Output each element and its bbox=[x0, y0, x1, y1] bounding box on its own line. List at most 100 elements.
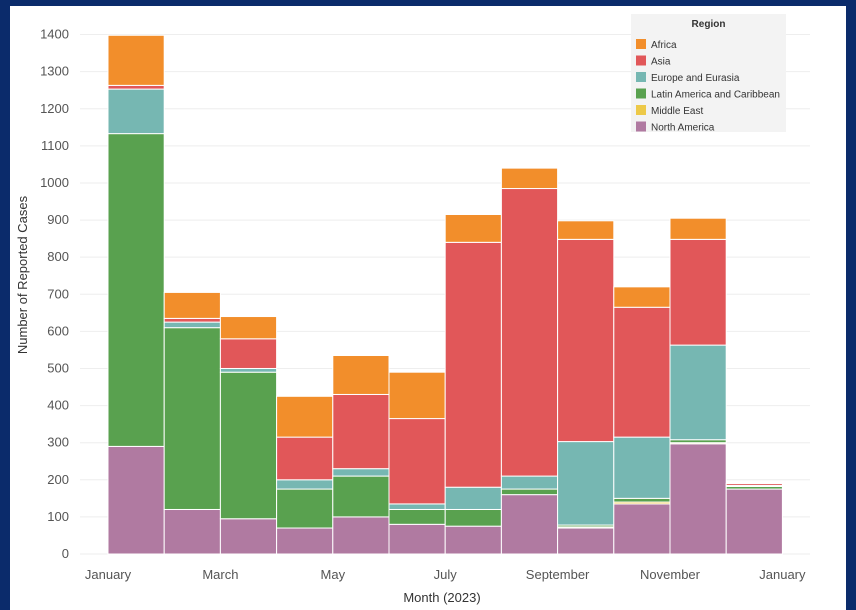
y-tick-label: 500 bbox=[47, 360, 69, 375]
bar-segment bbox=[276, 527, 334, 555]
bar-segment bbox=[276, 479, 334, 490]
legend-swatch bbox=[636, 72, 646, 82]
y-axis-ticks: 0 100 200 300 400 500 600 700 800 900 1000 1100 1200… bbox=[40, 27, 69, 561]
x-axis-title: Month (2023) bbox=[403, 590, 480, 605]
bar-segment bbox=[219, 338, 278, 369]
bar-segment bbox=[613, 286, 671, 308]
x-tick-label: January bbox=[759, 567, 806, 582]
bar-segment bbox=[163, 291, 221, 319]
bar-segment bbox=[500, 188, 559, 477]
bar-segment bbox=[107, 88, 165, 135]
y-tick-label: 900 bbox=[47, 212, 69, 227]
legend-label: Middle East bbox=[651, 106, 703, 117]
bar-segment bbox=[500, 475, 559, 490]
bar-segment bbox=[107, 133, 165, 447]
bar-segment bbox=[276, 488, 334, 529]
y-tick-label: 700 bbox=[47, 286, 69, 301]
bar-segment bbox=[444, 525, 502, 555]
x-tick-label: November bbox=[640, 567, 701, 582]
legend-label: North America bbox=[651, 123, 715, 134]
bar-segment bbox=[500, 494, 559, 555]
x-axis-ticks: January March May July September November Janu… bbox=[85, 567, 806, 582]
bar-segment bbox=[444, 214, 502, 243]
y-tick-label: 1400 bbox=[40, 27, 69, 42]
legend-items: Africa Asia Europe and Eurasia Latin Americ… bbox=[636, 39, 780, 134]
bar-segment bbox=[500, 167, 559, 190]
legend-label: Asia bbox=[651, 57, 671, 68]
legend-swatch bbox=[636, 105, 646, 115]
bar-segment bbox=[332, 468, 390, 477]
y-tick-label: 800 bbox=[47, 249, 69, 264]
legend-label: Latin America and Caribbean bbox=[651, 90, 780, 101]
chart-panel: 0 100 200 300 400 500 600 700 800 900 1000 1100 1200… bbox=[10, 6, 846, 610]
bar-segment bbox=[725, 488, 783, 555]
y-tick-label: 1200 bbox=[40, 101, 69, 116]
bar-segment bbox=[107, 84, 165, 90]
bar-segment bbox=[276, 436, 334, 481]
bars bbox=[107, 34, 783, 555]
bar-segment bbox=[219, 316, 278, 340]
bar-segment bbox=[669, 344, 727, 441]
x-tick-label: July bbox=[434, 567, 458, 582]
legend-swatch bbox=[636, 121, 646, 132]
x-tick-label: May bbox=[321, 567, 346, 582]
bar-segment bbox=[669, 217, 727, 240]
bar-segment bbox=[725, 483, 783, 486]
legend-label: Europe and Eurasia bbox=[651, 73, 740, 84]
y-tick-label: 400 bbox=[47, 398, 69, 413]
bar-segment bbox=[163, 327, 221, 510]
bar-segment bbox=[107, 34, 165, 86]
y-tick-label: 300 bbox=[47, 435, 69, 450]
bar-segment bbox=[500, 488, 559, 496]
bar-segment bbox=[163, 508, 221, 555]
bar-segment bbox=[557, 441, 615, 526]
x-tick-label: September bbox=[526, 567, 590, 582]
bar-segment bbox=[276, 395, 334, 438]
y-tick-label: 0 bbox=[62, 546, 69, 561]
legend-swatch bbox=[636, 39, 646, 49]
bar-segment bbox=[557, 220, 615, 240]
stacked-bar-chart: 0 100 200 300 400 500 600 700 800 900 1000 1100 1200… bbox=[15, 14, 810, 605]
bar-segment bbox=[444, 508, 502, 527]
bar-segment bbox=[444, 241, 502, 488]
bar-segment bbox=[388, 523, 446, 555]
bar-segment bbox=[669, 238, 727, 346]
legend: Region Africa Asia Europe and Eurasia Latin… bbox=[631, 14, 786, 134]
legend-label: Africa bbox=[651, 40, 677, 51]
bar-segment bbox=[613, 436, 671, 499]
legend-swatch bbox=[636, 88, 646, 99]
bar-segment bbox=[444, 486, 502, 510]
legend-swatch bbox=[636, 55, 646, 66]
y-tick-label: 100 bbox=[47, 509, 69, 524]
x-tick-label: March bbox=[202, 567, 238, 582]
legend-background bbox=[631, 14, 786, 132]
bar-segment bbox=[388, 371, 446, 420]
bar-segment bbox=[163, 321, 221, 329]
bar-segment bbox=[613, 497, 671, 503]
bar-segment bbox=[557, 238, 615, 443]
bar-segment bbox=[219, 518, 278, 555]
bar-segment bbox=[557, 527, 615, 555]
bar-segment bbox=[388, 418, 446, 505]
bar-segment bbox=[219, 367, 278, 373]
bar-segment bbox=[107, 445, 165, 555]
y-tick-label: 200 bbox=[47, 472, 69, 487]
y-tick-label: 1300 bbox=[40, 64, 69, 79]
legend-title: Region bbox=[692, 19, 726, 30]
bar-segment bbox=[219, 371, 278, 520]
bar-segment bbox=[669, 443, 727, 555]
y-axis-title: Number of Reported Cases bbox=[15, 195, 30, 354]
bar-segment bbox=[388, 508, 446, 525]
bar-segment bbox=[613, 306, 671, 438]
bar-segment bbox=[332, 393, 390, 470]
bar-segment bbox=[613, 503, 671, 555]
y-tick-label: 600 bbox=[47, 323, 69, 338]
bar-segment bbox=[388, 503, 446, 510]
bar-segment bbox=[332, 475, 390, 518]
x-tick-label: January bbox=[85, 567, 132, 582]
y-tick-label: 1100 bbox=[41, 138, 69, 153]
bar-segment bbox=[332, 516, 390, 555]
bar-segment bbox=[332, 354, 390, 395]
bar-segment bbox=[163, 317, 221, 323]
y-tick-label: 1000 bbox=[40, 175, 69, 190]
